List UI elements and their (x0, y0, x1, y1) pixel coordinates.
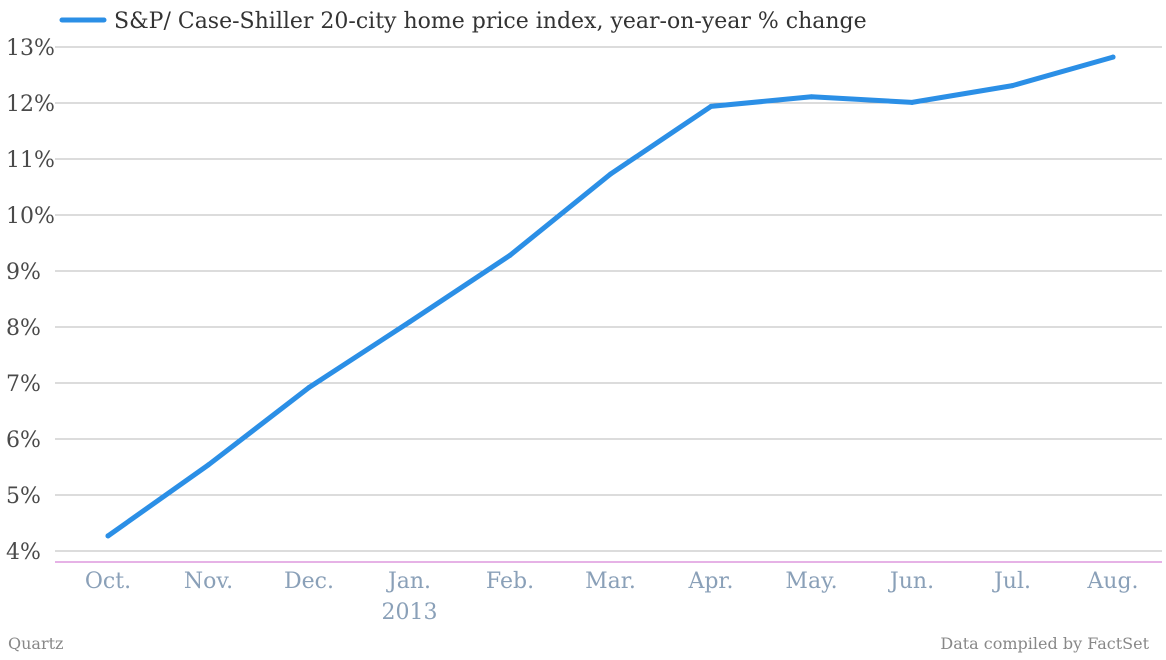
data-point (507, 252, 513, 258)
data-point (608, 171, 613, 177)
y-tick-label: 11% (6, 148, 55, 173)
data-point (407, 319, 412, 325)
data-point (1110, 54, 1116, 60)
data-point (105, 533, 111, 539)
y-tick-label: 7% (6, 372, 41, 397)
data-point (809, 94, 814, 100)
data-point (708, 103, 714, 109)
y-tick-label: 12% (6, 92, 55, 117)
x-tick-label: Jan. (386, 569, 431, 594)
y-tick-label: 8% (6, 316, 41, 341)
data-point (206, 462, 211, 468)
series-line (105, 54, 1116, 539)
data-point (1010, 83, 1015, 89)
x-tick-label: Mar. (585, 569, 636, 594)
x-tick-label: Apr. (687, 569, 733, 594)
legend-label: S&P/ Case-Shiller 20-city home price ind… (114, 9, 867, 34)
x-tick-label: Jul. (992, 569, 1031, 594)
y-tick-label: 4% (6, 540, 41, 565)
x-axis-year-label: 2013 (382, 600, 438, 625)
x-tick-label: Oct. (85, 569, 131, 594)
data-point (306, 384, 312, 390)
y-tick-label: 9% (6, 260, 41, 285)
y-tick-label: 6% (6, 428, 41, 453)
source-right: Data compiled by FactSet (940, 634, 1149, 653)
y-tick-label: 10% (6, 204, 55, 229)
x-tick-label: Aug. (1086, 569, 1138, 594)
data-point (909, 99, 915, 105)
x-tick-label: May. (785, 569, 837, 594)
source-left: Quartz (8, 634, 63, 653)
y-axis-tick-labels: 4% 5% 6% 7% 8% 9% 10% 11% 12% 13% (6, 36, 55, 565)
grid-layer (55, 46, 1162, 552)
x-axis-tick-labels: Oct. Nov. Dec. Jan. Feb. Mar. Apr. May. Jun. Jul.… (85, 569, 1139, 594)
x-tick-label: Jun. (888, 569, 934, 594)
x-tick-label: Feb. (486, 569, 534, 594)
y-tick-label: 13% (6, 36, 55, 61)
x-tick-label: Dec. (284, 569, 334, 594)
series-layer (105, 54, 1116, 539)
y-tick-label: 5% (6, 484, 41, 509)
x-tick-label: Nov. (184, 569, 233, 594)
legend: S&P/ Case-Shiller 20-city home price ind… (59, 9, 867, 34)
